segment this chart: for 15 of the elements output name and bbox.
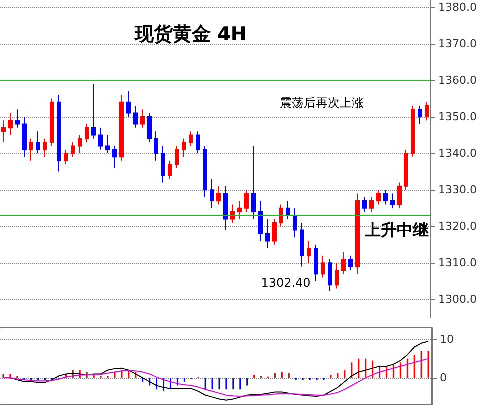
y-tick-label: 1310.0 xyxy=(438,256,478,270)
text: 现货黄金 4H xyxy=(134,24,247,46)
annotation: 震荡后再次上涨 xyxy=(280,96,364,110)
annotation: 上升中继 xyxy=(364,220,429,240)
y-tick-label: 1300.0 xyxy=(438,293,478,306)
y-tick-label: 1380.0 xyxy=(438,0,478,14)
y-tick-label: 1340.0 xyxy=(438,147,478,160)
y-tick-label: 1360.0 xyxy=(438,74,478,87)
y-tick-label: 1320.0 xyxy=(438,220,478,234)
y-tick-label: 10 xyxy=(440,333,454,346)
y-tick-label: 1330.0 xyxy=(438,184,478,197)
y-tick-label: 1370.0 xyxy=(438,37,478,50)
y-tick-label: 1350.0 xyxy=(438,110,478,124)
annotation: 1302.40 xyxy=(261,276,311,290)
y-tick-label: 0 xyxy=(440,372,447,385)
